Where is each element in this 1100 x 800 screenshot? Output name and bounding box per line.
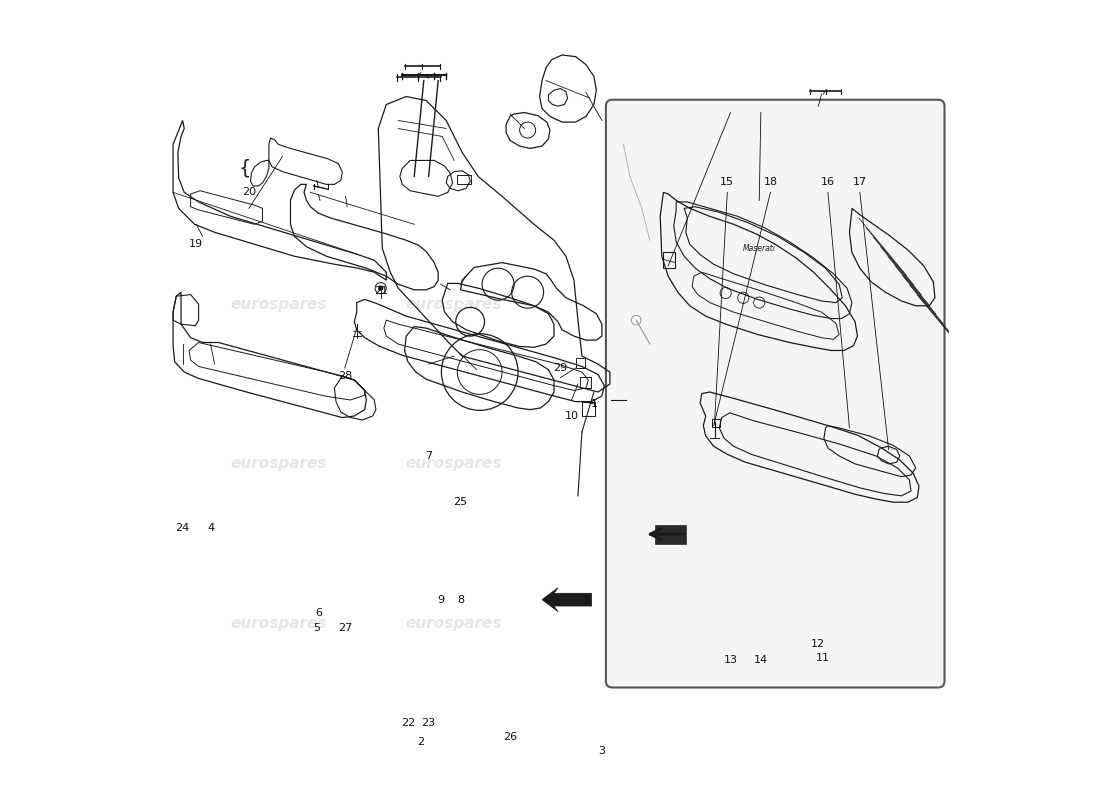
Text: 25: 25 (453, 498, 468, 507)
Text: 1: 1 (591, 399, 597, 409)
Text: 18: 18 (763, 177, 778, 187)
Bar (580, 377, 591, 388)
Text: 19: 19 (189, 239, 204, 250)
Text: 27: 27 (339, 622, 353, 633)
Text: 14: 14 (754, 654, 768, 665)
Text: 24: 24 (176, 522, 190, 533)
Bar (575, 358, 585, 368)
Text: eurospares: eurospares (406, 456, 503, 471)
Bar (663, 252, 675, 268)
Text: 8: 8 (456, 594, 464, 605)
Text: 20: 20 (242, 187, 256, 198)
Text: eurospares: eurospares (693, 193, 790, 208)
Text: 16: 16 (821, 177, 835, 187)
Bar (582, 402, 595, 416)
Text: 26: 26 (503, 732, 517, 742)
Text: 13: 13 (724, 654, 737, 665)
Polygon shape (542, 588, 592, 612)
Text: 21: 21 (374, 286, 388, 296)
Text: 23: 23 (421, 718, 436, 729)
Text: eurospares: eurospares (230, 297, 327, 312)
Text: eurospares: eurospares (406, 616, 503, 631)
Text: 7: 7 (425, 451, 432, 461)
Text: 11: 11 (816, 653, 831, 663)
Text: eurospares: eurospares (693, 512, 790, 527)
Bar (712, 419, 720, 427)
Text: 28: 28 (338, 371, 352, 381)
Text: 5: 5 (314, 622, 320, 633)
Text: 4: 4 (207, 522, 215, 533)
Text: {: { (239, 159, 251, 178)
Text: 12: 12 (812, 639, 825, 650)
Text: 3: 3 (598, 746, 605, 756)
Text: eurospares: eurospares (693, 353, 790, 367)
FancyBboxPatch shape (606, 100, 945, 687)
Bar (456, 174, 471, 184)
Text: 10: 10 (564, 411, 579, 421)
Text: eurospares: eurospares (230, 456, 327, 471)
Text: 6: 6 (315, 608, 322, 618)
Text: Maserati: Maserati (742, 244, 775, 253)
Text: eurospares: eurospares (230, 616, 327, 631)
Text: 9: 9 (437, 594, 444, 605)
Text: 22: 22 (402, 718, 416, 729)
Bar (656, 525, 685, 544)
Text: 29: 29 (553, 363, 568, 373)
Circle shape (378, 286, 383, 290)
Text: 2: 2 (417, 737, 425, 747)
Text: 17: 17 (852, 177, 867, 187)
Text: 15: 15 (720, 177, 735, 187)
Text: eurospares: eurospares (406, 297, 503, 312)
